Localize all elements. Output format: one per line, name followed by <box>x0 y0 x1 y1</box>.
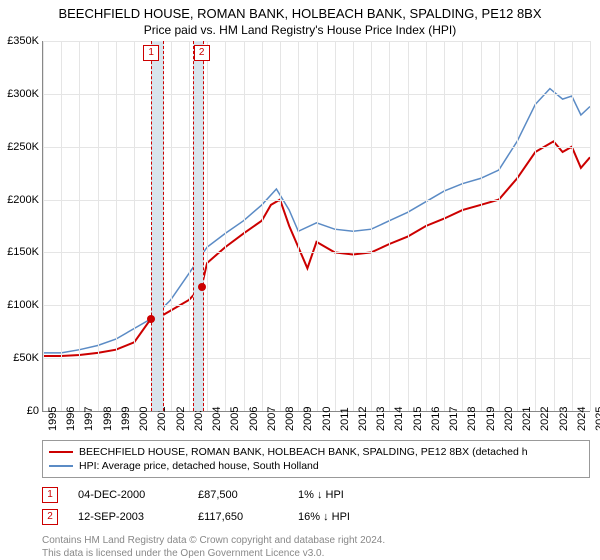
x-axis-label: 2023 <box>558 407 570 431</box>
x-axis-label: 2004 <box>211 407 223 431</box>
x-axis-label: 1995 <box>47 407 59 431</box>
event-diff: 16% ↓ HPI <box>298 511 388 523</box>
event-marker: 2 <box>194 45 210 61</box>
event-row: 1 04-DEC-2000 £87,500 1% ↓ HPI <box>42 484 590 506</box>
chart-subtitle: Price paid vs. HM Land Registry's House … <box>0 21 600 41</box>
legend-swatch <box>49 451 73 453</box>
events-table: 1 04-DEC-2000 £87,500 1% ↓ HPI 2 12-SEP-… <box>42 484 590 528</box>
y-axis-label: £100K <box>7 299 39 311</box>
y-axis-label: £200K <box>7 194 39 206</box>
x-axis-label: 1999 <box>120 407 132 431</box>
event-number-box: 2 <box>42 509 58 525</box>
y-axis-label: £350K <box>7 35 39 47</box>
x-axis-label: 2007 <box>266 407 278 431</box>
event-diff: 1% ↓ HPI <box>298 489 388 501</box>
chart-title: BEECHFIELD HOUSE, ROMAN BANK, HOLBEACH B… <box>0 0 600 21</box>
attribution-line: This data is licensed under the Open Gov… <box>42 547 590 560</box>
x-axis-label: 2022 <box>539 407 551 431</box>
event-date: 12-SEP-2003 <box>78 511 178 523</box>
event-shade <box>151 41 163 411</box>
x-axis-label: 2002 <box>175 407 187 431</box>
event-shade <box>193 41 204 411</box>
x-axis-label: 2006 <box>248 407 260 431</box>
price-point-dot <box>147 315 155 323</box>
x-axis-label: 1996 <box>65 407 77 431</box>
event-number-box: 1 <box>42 487 58 503</box>
event-date: 04-DEC-2000 <box>78 489 178 501</box>
x-axis-label: 2020 <box>503 407 515 431</box>
x-axis-label: 2019 <box>485 407 497 431</box>
x-axis-label: 2025 <box>594 407 600 431</box>
x-axis-label: 2008 <box>284 407 296 431</box>
x-axis-label: 2011 <box>339 407 351 431</box>
x-axis-label: 2018 <box>466 407 478 431</box>
chart-plot-area: £0£50K£100K£150K£200K£250K£300K£350K1995… <box>42 41 590 412</box>
y-axis-label: £50K <box>13 352 39 364</box>
x-axis-label: 2016 <box>430 407 442 431</box>
y-axis-label: £300K <box>7 88 39 100</box>
x-axis-label: 2005 <box>229 407 241 431</box>
y-axis-label: £250K <box>7 141 39 153</box>
y-axis-label: £150K <box>7 246 39 258</box>
x-axis-label: 2024 <box>576 407 588 431</box>
legend: BEECHFIELD HOUSE, ROMAN BANK, HOLBEACH B… <box>42 440 590 478</box>
event-price: £87,500 <box>198 489 278 501</box>
chart-container: BEECHFIELD HOUSE, ROMAN BANK, HOLBEACH B… <box>0 0 600 560</box>
event-marker: 1 <box>143 45 159 61</box>
legend-label: BEECHFIELD HOUSE, ROMAN BANK, HOLBEACH B… <box>79 446 528 458</box>
x-axis-label: 2012 <box>357 407 369 431</box>
x-axis-label: 2009 <box>302 407 314 431</box>
event-price: £117,650 <box>198 511 278 523</box>
y-axis-label: £0 <box>27 405 39 417</box>
x-axis-label: 2014 <box>393 407 405 431</box>
x-axis-label: 2015 <box>412 407 424 431</box>
x-axis-label: 1998 <box>102 407 114 431</box>
x-axis-label: 2013 <box>375 407 387 431</box>
price-point-dot <box>198 283 206 291</box>
attribution-line: Contains HM Land Registry data © Crown c… <box>42 534 590 547</box>
legend-swatch <box>49 465 73 467</box>
x-axis-label: 1997 <box>83 407 95 431</box>
legend-item: BEECHFIELD HOUSE, ROMAN BANK, HOLBEACH B… <box>49 445 583 459</box>
x-axis-label: 2010 <box>321 407 333 431</box>
event-row: 2 12-SEP-2003 £117,650 16% ↓ HPI <box>42 506 590 528</box>
legend-label: HPI: Average price, detached house, Sout… <box>79 460 319 472</box>
attribution: Contains HM Land Registry data © Crown c… <box>42 534 590 560</box>
legend-item: HPI: Average price, detached house, Sout… <box>49 459 583 473</box>
x-axis-label: 2017 <box>448 407 460 431</box>
x-axis-label: 2000 <box>138 407 150 431</box>
x-axis-label: 2021 <box>521 407 533 431</box>
